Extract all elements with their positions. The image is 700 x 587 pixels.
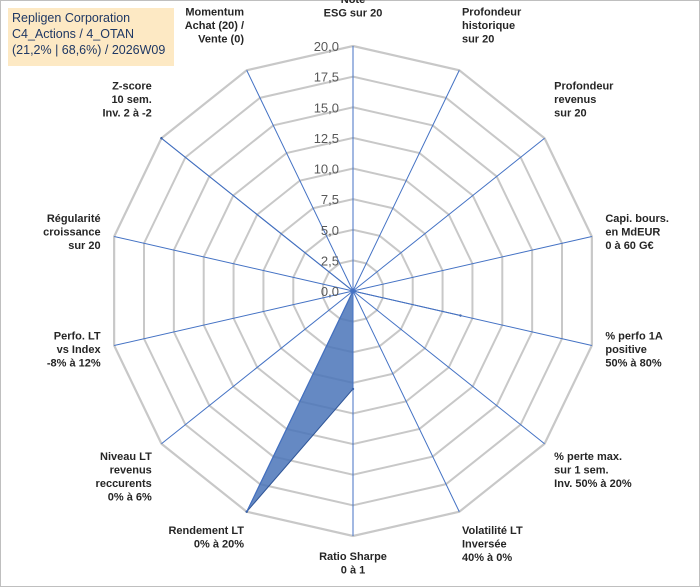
axis-label-7: Ratio Sharpe 0 à 1	[319, 551, 387, 577]
axis-label-9: Niveau LT revenus reccurents 0% à 6%	[96, 451, 153, 504]
radar-tick-labels: 0,0 2,5 5,0 7,5 10,0 12,5 15,0 17,5 20,0	[314, 39, 339, 299]
spoke-3	[352, 235, 592, 292]
spoke-11	[114, 235, 354, 292]
tick-label-7: 17,5	[314, 70, 339, 85]
axis-label-3: Capi. bours. en MdEUR 0 à 60 G€	[605, 213, 669, 252]
tick-label-1: 2,5	[321, 253, 339, 268]
axis-label-12: Z-score 10 sem. Inv. 2 à -2	[102, 80, 151, 119]
tick-label-8: 20,0	[314, 39, 339, 54]
axis-label-4: % perfo 1A positive 50% à 80%	[605, 331, 663, 370]
axis-label-8: Rendement LT 0% à 20%	[168, 525, 244, 551]
radar-spokes	[114, 46, 592, 536]
axis-label-5: % perte max. sur 1 sem. Inv. 50% à 20%	[554, 451, 632, 490]
axis-label-0: Note ESG sur 20	[324, 0, 383, 20]
title-company: Repligen Corporation	[12, 11, 131, 25]
title-stats: (21,2% | 68,6%) / 2026W09	[12, 43, 166, 57]
tick-label-2: 5,0	[321, 223, 339, 238]
spoke-12	[161, 137, 354, 292]
axis-label-10: Perfo. LT vs Index -8% à 12%	[47, 331, 102, 370]
tick-label-6: 15,0	[314, 100, 339, 115]
title-category: C4_Actions / 4_OTAN	[12, 27, 135, 41]
spoke-6	[352, 290, 460, 512]
tick-label-4: 10,0	[314, 162, 339, 177]
axis-label-2: Profondeur revenus sur 20	[554, 80, 614, 119]
axis-label-11: Régularité croissance sur 20	[43, 213, 100, 252]
axis-label-1: Profondeur historique sur 20	[462, 7, 522, 46]
spoke-4	[352, 290, 592, 347]
axis-label-6: Volatilité LT Inversée 40% à 0%	[462, 525, 523, 564]
tick-label-5: 12,5	[314, 131, 339, 146]
tick-label-3: 7,5	[321, 192, 339, 207]
radar-axis-labels: Note ESG sur 20 Profondeur historique sur 20…	[43, 0, 669, 577]
spoke-10	[114, 290, 354, 347]
spoke-1	[352, 70, 460, 292]
spoke-5	[352, 290, 545, 445]
spoke-2	[352, 137, 545, 292]
title-box: Repligen Corporation C4_Actions / 4_OTAN…	[8, 8, 174, 66]
axis-label-13: Momentum Achat (20) / Vente (0)	[185, 7, 245, 46]
tick-label-0: 0,0	[321, 284, 339, 299]
spoke-9	[161, 290, 354, 445]
spoke-13	[246, 70, 354, 292]
spoke-8	[246, 290, 354, 512]
